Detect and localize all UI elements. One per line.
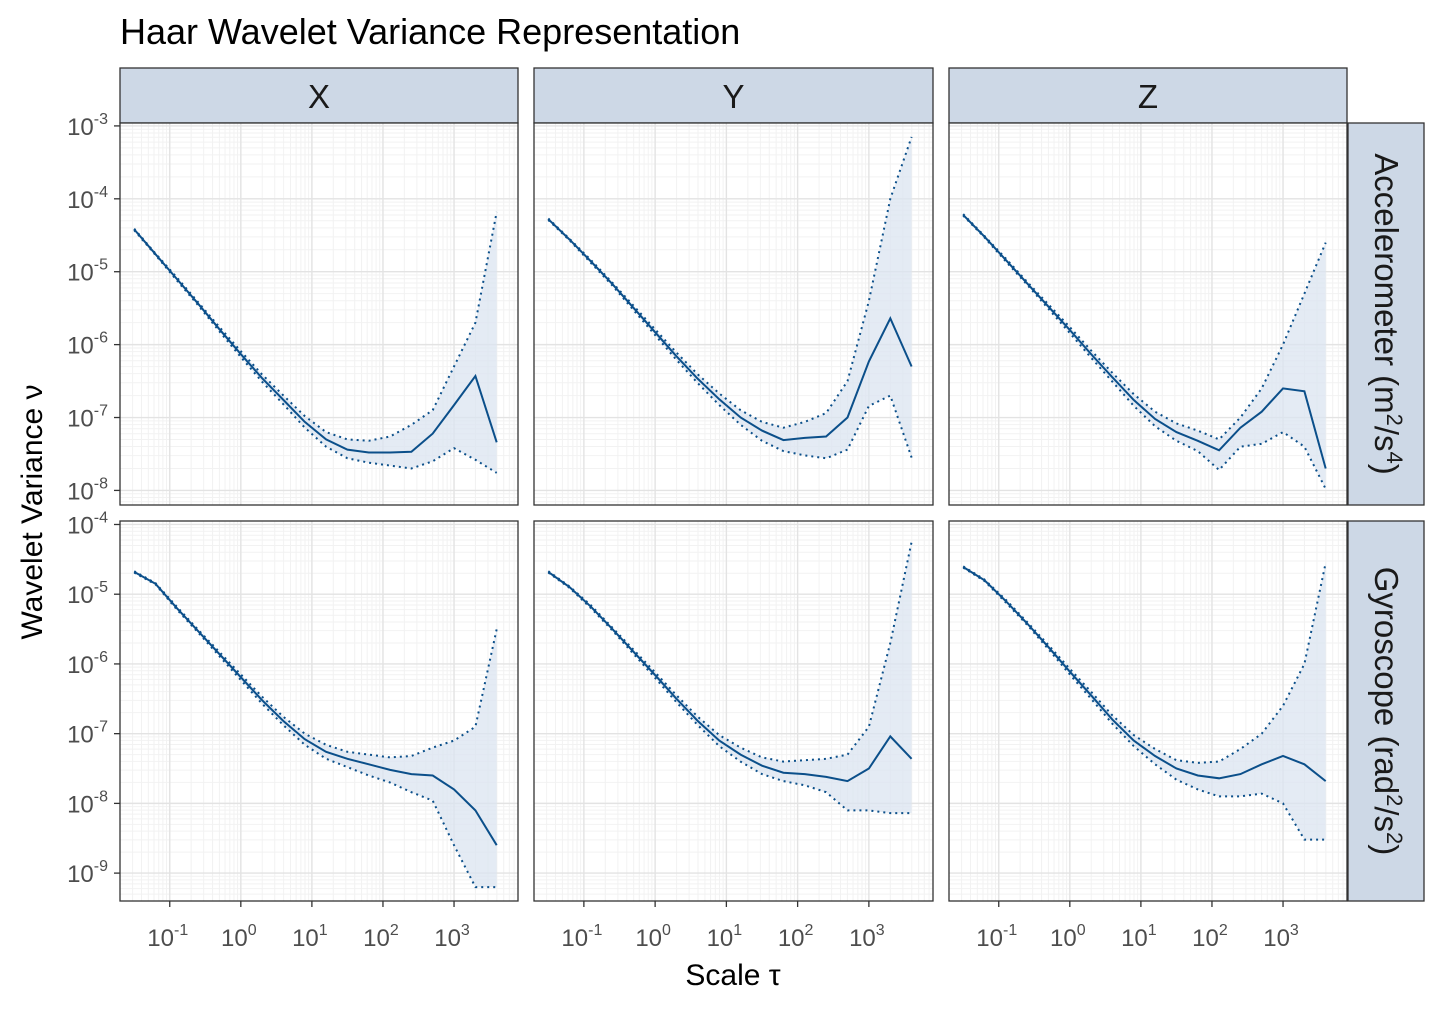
panel-r1-c1: 10-8 10-7 10-6 10-5 10-4 10-3 <box>67 111 519 506</box>
panel-r2-c3-ci-upper-line <box>962 562 1327 764</box>
facet-strip-label-y: Y <box>722 78 744 115</box>
panel-r1-c3-wv-line <box>962 214 1327 469</box>
facet-strip-label-gyroscope: Gyroscope (rad2/s2) <box>1368 567 1407 856</box>
x-tick-label: 10-1 <box>976 922 1017 952</box>
panel-r2-c1-border <box>119 520 519 902</box>
x-tick-label: 102 <box>363 922 399 952</box>
panel-r1-c1-ci-band <box>134 211 497 473</box>
y-tick-label: 10-3 <box>67 111 108 141</box>
y-tick-label: 10-6 <box>67 330 108 360</box>
panels-layer: X Y Z Accelerometer (m2/s4) Gyroscope (rad2/… <box>67 67 1425 952</box>
panel-r1-c3-ci-upper-line <box>962 213 1327 441</box>
y-tick-label: 10-8 <box>67 788 108 818</box>
facet-strip-col-y <box>533 67 934 124</box>
y-tick-label: 10-4 <box>67 509 108 539</box>
x-tick-label: 101 <box>1121 922 1157 952</box>
panel-r2-c2-border <box>533 520 934 902</box>
x-tick-label: 100 <box>1050 922 1086 952</box>
panel-r2-c1-wv-line <box>133 571 498 846</box>
panel-r2-c3: 10-1 100 101 102 103 <box>948 520 1348 952</box>
facet-strip-col-z <box>948 67 1348 124</box>
panel-r1-c3-bg <box>949 123 1347 505</box>
x-tick-label: 100 <box>635 922 671 952</box>
x-axis-title: Scale τ <box>685 959 780 992</box>
panel-r2-c2-bg <box>534 521 933 901</box>
facet-strip-row-gyroscope <box>1347 520 1425 902</box>
y-axis-title: Wavelet Variance ν <box>16 384 49 639</box>
x-tick-label: 10-1 <box>561 922 602 952</box>
facet-strip-col-x <box>119 67 519 124</box>
panel-r2-c3-wv-line <box>962 566 1327 782</box>
x-tick-label: 100 <box>221 922 257 952</box>
x-tick-label: 101 <box>707 922 743 952</box>
x-tick-label: 102 <box>778 922 814 952</box>
panel-r2-c2-ci-band <box>548 541 912 814</box>
y-tick-label: 10-5 <box>67 257 108 287</box>
x-tick-label: 10-1 <box>147 922 188 952</box>
y-tick-label: 10-7 <box>67 719 108 749</box>
panel-r1-c2-wv-line <box>547 218 913 442</box>
panel-r1-c3 <box>948 122 1348 506</box>
facet-strip-row-accelerometer <box>1347 122 1425 506</box>
x-tick-label: 103 <box>434 922 470 952</box>
y-tick-label: 10-7 <box>67 403 108 433</box>
chart-title: Haar Wavelet Variance Representation <box>120 11 740 52</box>
facet-strip-label-accelerometer: Accelerometer (m2/s4) <box>1368 153 1407 475</box>
panel-r2-c1-ci-band <box>134 571 497 888</box>
panel-r1-c1-border <box>119 122 519 506</box>
y-tick-label: 10-6 <box>67 649 108 679</box>
panel-r1-c2-border <box>533 122 934 506</box>
y-tick-label: 10-9 <box>67 858 108 888</box>
x-tick-label: 103 <box>849 922 885 952</box>
panel-r1-c2 <box>533 122 934 506</box>
facet-strip-label-z: Z <box>1138 78 1158 115</box>
x-tick-label: 101 <box>292 922 328 952</box>
panel-r2-c3-ci-band <box>963 562 1326 840</box>
y-tick-label: 10-4 <box>67 184 108 214</box>
panel-r1-c3-border <box>948 122 1348 506</box>
panel-r2-c2-wv-line <box>547 571 913 783</box>
x-tick-label: 102 <box>1192 922 1228 952</box>
panel-r2-c3-border <box>948 520 1348 902</box>
y-tick-label: 10-5 <box>67 579 108 609</box>
panel-r1-c3-ci-lower-line <box>962 214 1327 490</box>
panel-r2-c2: 10-1 100 101 102 103 <box>533 520 934 952</box>
panel-r2-c1: 10-9 10-8 10-7 10-6 10-5 10-4 10-1 100 101 102 103 <box>67 509 519 952</box>
y-tick-label: 10-8 <box>67 475 108 505</box>
facet-strip-label-x: X <box>308 78 330 115</box>
panel-r2-c1-ci-lower-line <box>133 571 497 889</box>
panel-r1-c1-wv-line <box>133 228 498 454</box>
x-tick-label: 103 <box>1263 922 1299 952</box>
